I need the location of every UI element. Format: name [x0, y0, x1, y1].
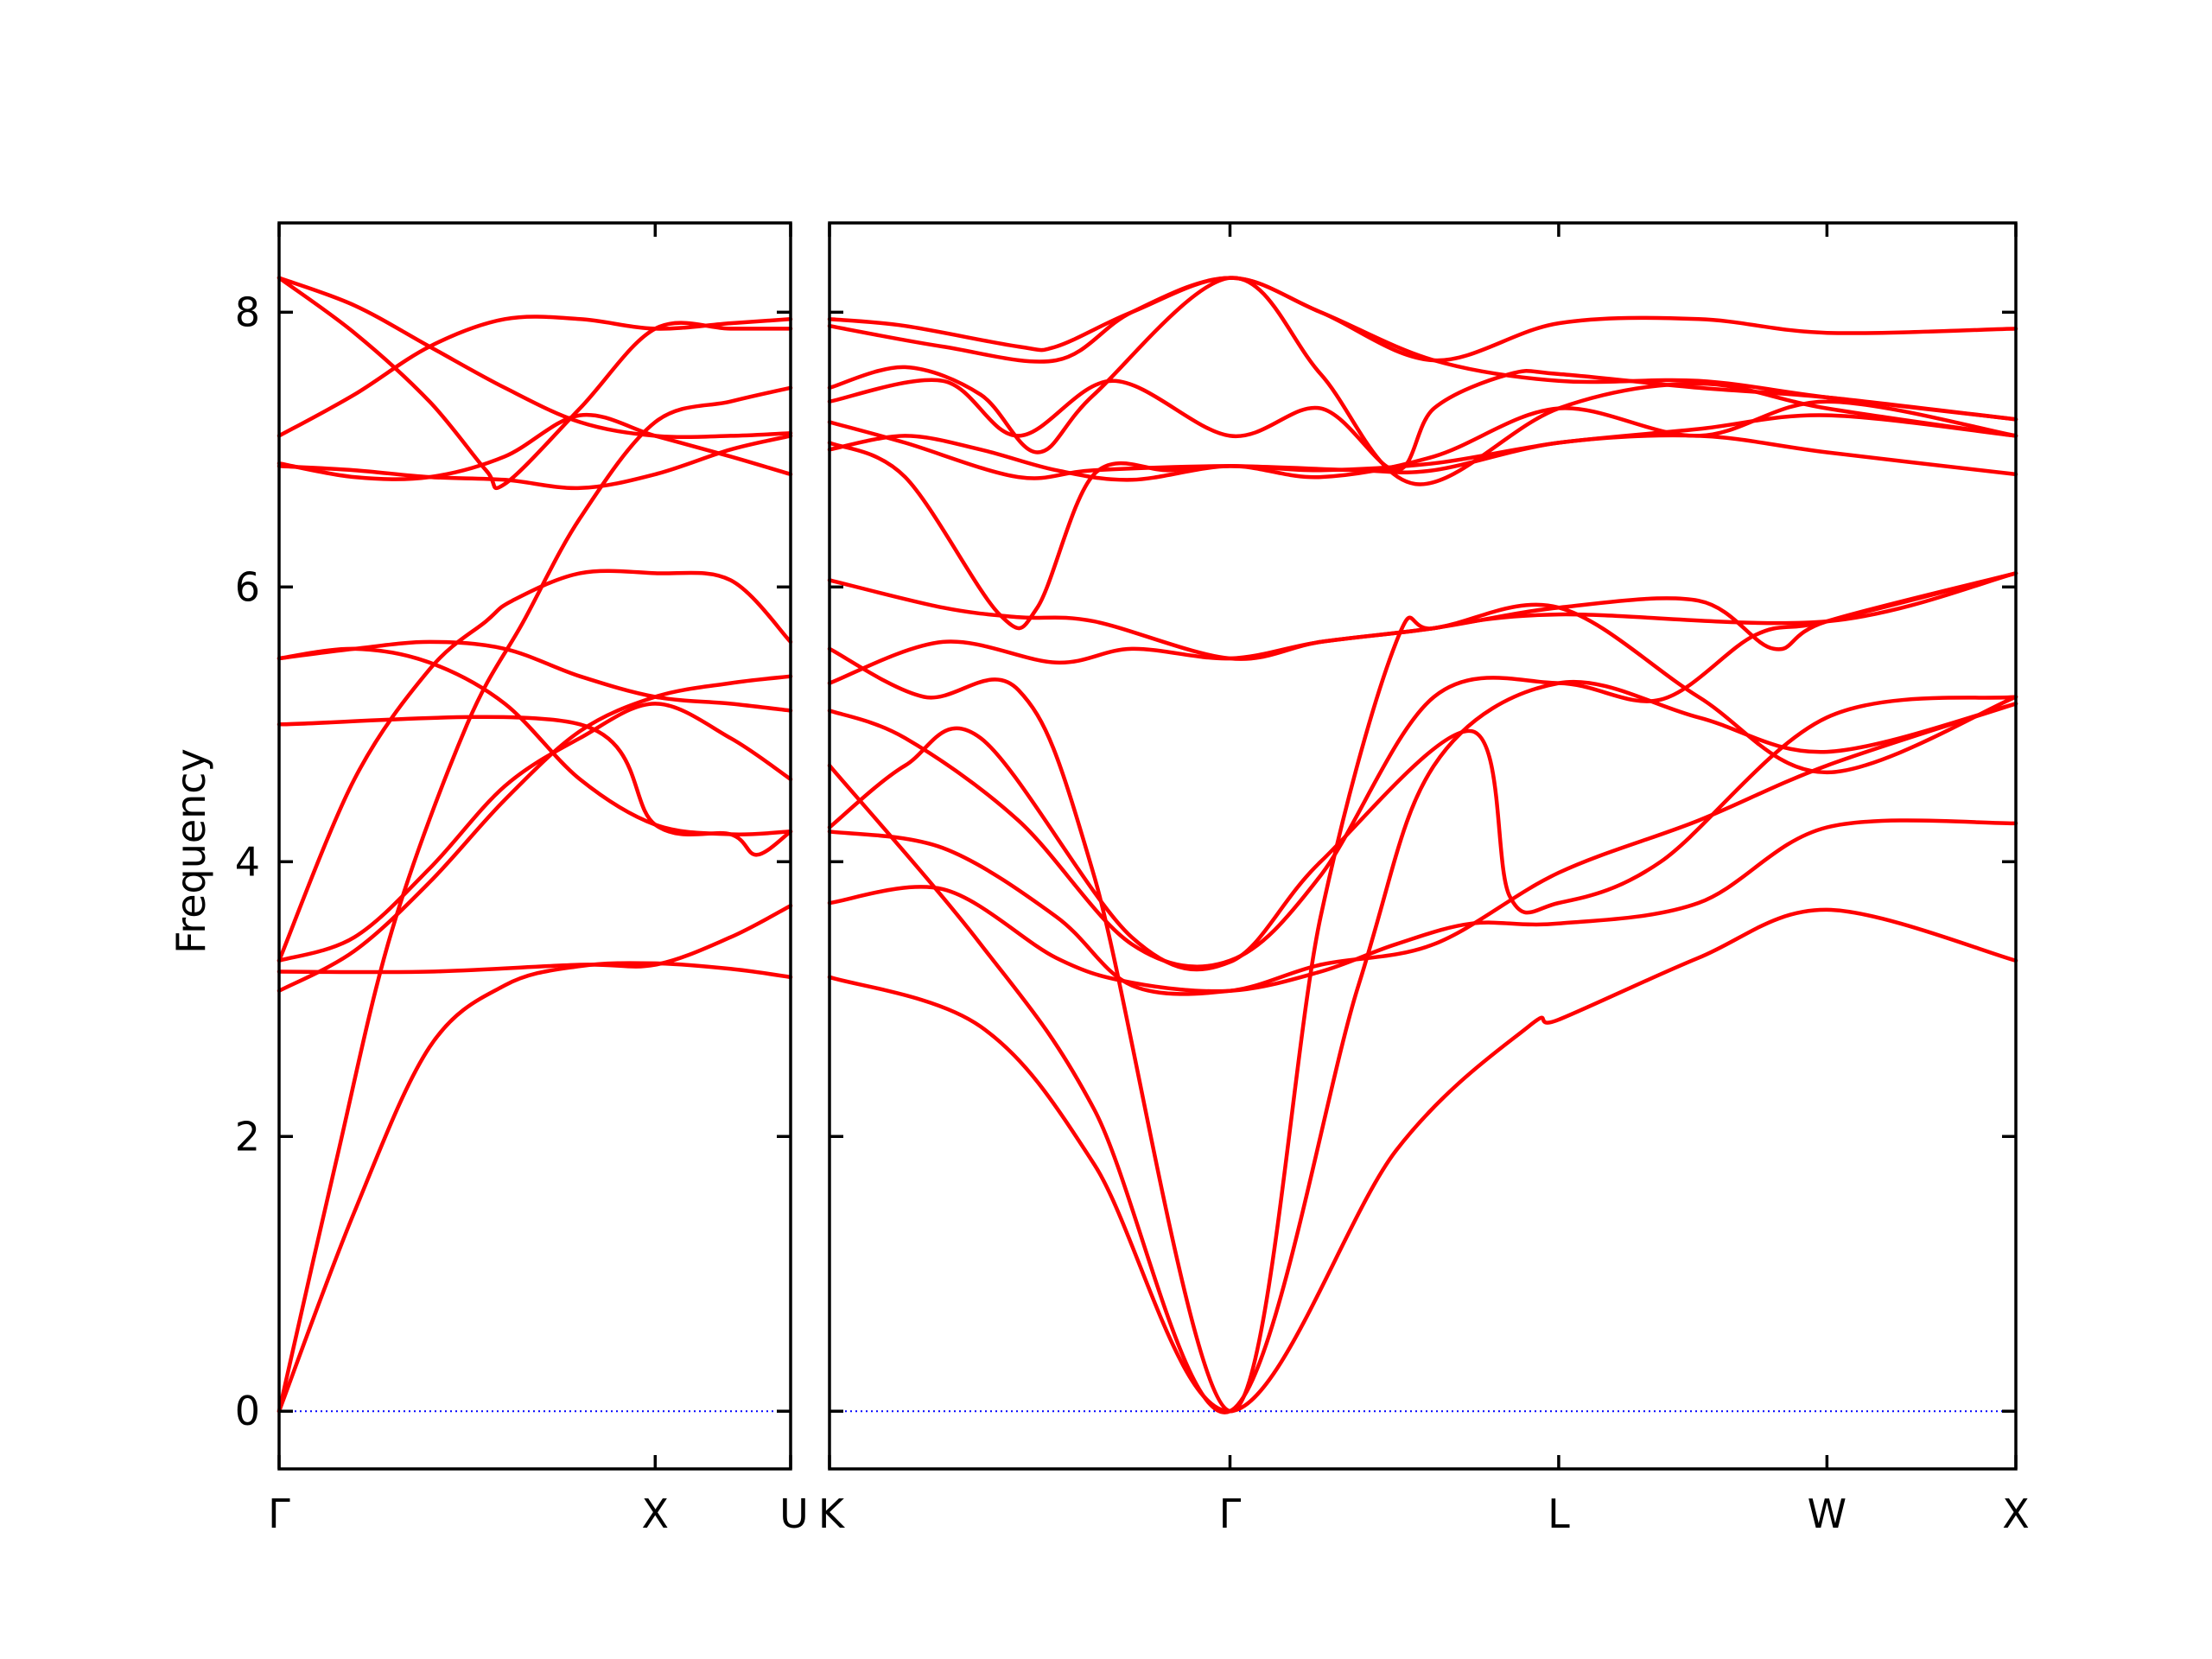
x-tick-label: X: [2002, 1491, 2030, 1537]
band-line-10: [276, 315, 793, 438]
band-line-12: [827, 413, 2018, 480]
x-tick-label: Γ: [268, 1491, 290, 1537]
band-line-12: [276, 276, 793, 439]
band-line-3: [276, 674, 793, 993]
band-line-9: [276, 412, 793, 481]
band-line-1: [827, 907, 2018, 1414]
band-line-16: [827, 276, 2018, 363]
band-line-2: [827, 679, 2018, 1414]
band-line-1: [276, 961, 793, 1414]
band-line-14: [276, 715, 793, 857]
x-tick-label: W: [1808, 1491, 1847, 1537]
band-line-4: [827, 818, 2018, 994]
y-tick-label: 8: [235, 289, 260, 335]
band-line-6: [276, 639, 793, 713]
band-line-11: [276, 276, 793, 491]
band-line-3: [827, 571, 2018, 1414]
band-line-8: [276, 434, 793, 491]
y-tick-label: 6: [235, 563, 260, 610]
y-tick-label: 4: [235, 838, 260, 885]
x-tick-label: U: [779, 1491, 809, 1537]
band-line-5: [827, 702, 2018, 996]
band-line-5: [276, 569, 793, 963]
x-tick-label: Γ: [1219, 1491, 1242, 1537]
band-line-7: [276, 646, 793, 836]
band-line-11: [827, 399, 2018, 482]
band-line-13: [276, 903, 793, 975]
panel-1: 0 2 4 6 8 Γ X U: [235, 221, 809, 1537]
band-line-6: [827, 695, 2018, 972]
band-line-13: [827, 369, 2018, 473]
y-axis-label: Frequency: [168, 748, 214, 954]
band-line-15: [827, 276, 2018, 422]
x-tick-label: K: [818, 1491, 846, 1537]
x-tick-label: X: [642, 1491, 670, 1537]
plot-frame: [277, 221, 792, 1471]
x-tick-label: L: [1548, 1491, 1570, 1537]
plot-frame: [828, 221, 2018, 1471]
band-line-4: [276, 702, 793, 963]
y-tick-label: 0: [235, 1388, 260, 1434]
band-line-14: [827, 276, 2018, 486]
band-line-2: [276, 385, 793, 1414]
band-line-9: [827, 578, 2018, 775]
y-tick-label: 2: [235, 1113, 260, 1160]
band-line-7: [827, 571, 2018, 969]
